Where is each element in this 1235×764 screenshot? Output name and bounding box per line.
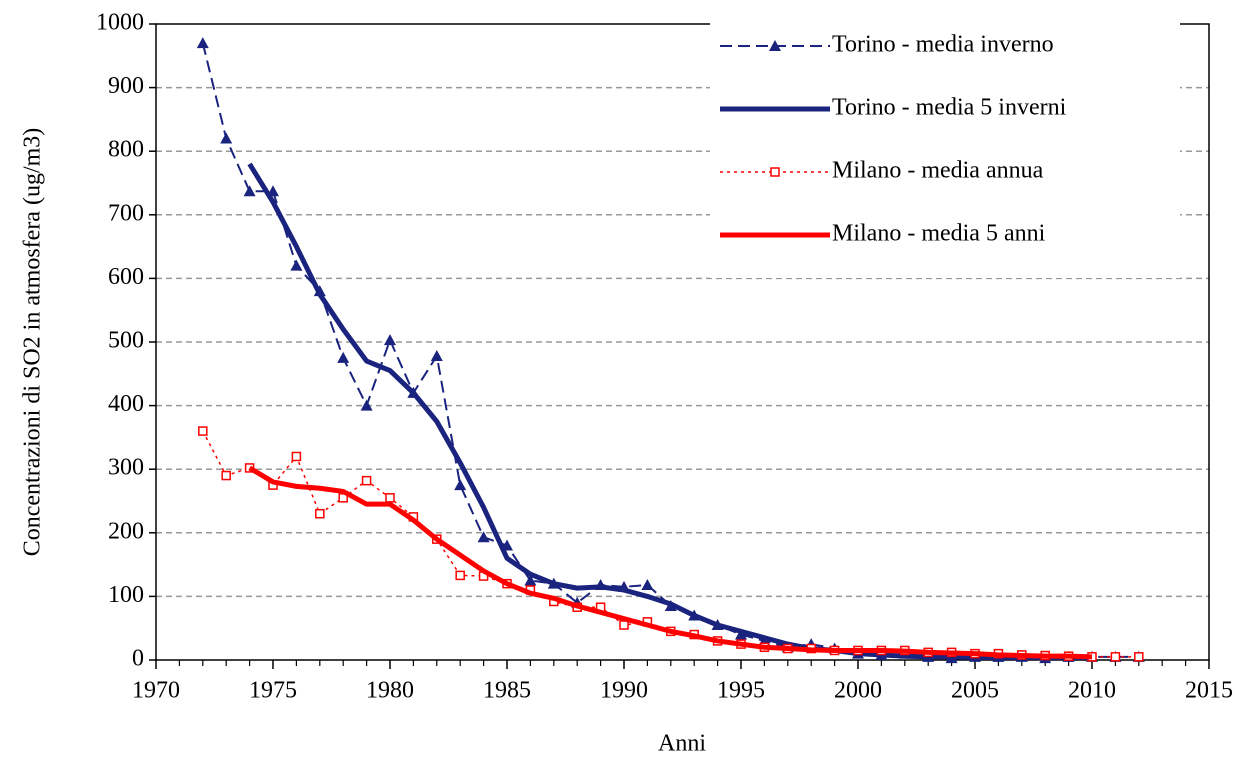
- data-point: [1110, 652, 1121, 662]
- x-tick-label: 1975: [249, 678, 297, 704]
- legend-label: Torino - media 5 inverni: [832, 95, 1067, 121]
- series-line: [202, 430, 1139, 658]
- data-point: [384, 334, 396, 346]
- x-tick-label: 1980: [366, 678, 414, 704]
- data-point: [243, 185, 256, 197]
- y-tick-label: 200: [108, 518, 144, 544]
- y-tick-label: 500: [108, 328, 144, 354]
- data-point: [455, 570, 465, 581]
- x-tick-label: 1990: [600, 678, 648, 704]
- data-point: [641, 578, 654, 590]
- data-point: [198, 426, 208, 436]
- y-axis-label: Concentrazioni di SO2 in atmosfera (ug/m…: [20, 128, 46, 557]
- data-point: [619, 620, 629, 630]
- data-point: [221, 470, 231, 481]
- y-tick-label: 100: [108, 582, 144, 608]
- legend-marker: [770, 167, 780, 177]
- data-point: [360, 399, 373, 411]
- data-point: [291, 451, 302, 462]
- y-tick-label: 600: [108, 264, 144, 290]
- data-point: [220, 132, 233, 144]
- legend-label: Milano - media annua: [832, 158, 1044, 184]
- data-point: [524, 574, 537, 586]
- x-axis-label: Anni: [658, 731, 706, 757]
- y-tick-label: 900: [108, 73, 144, 99]
- x-tick-label: 1985: [483, 678, 531, 704]
- x-tick-label: 2015: [1185, 678, 1233, 704]
- x-tick-label: 1995: [717, 678, 765, 704]
- data-point: [735, 628, 747, 640]
- data-point: [454, 479, 467, 491]
- x-tick-label: 1970: [132, 678, 180, 704]
- y-tick-label: 1000: [96, 10, 144, 36]
- data-point: [290, 259, 303, 271]
- y-tick-label: 0: [132, 646, 144, 672]
- x-tick-label: 2010: [1068, 678, 1116, 704]
- x-tick-label: 2005: [951, 678, 999, 704]
- data-point: [430, 349, 443, 361]
- data-point: [361, 475, 372, 486]
- y-tick-label: 700: [108, 200, 144, 226]
- legend-marker: [769, 40, 781, 51]
- data-point: [315, 508, 325, 519]
- x-tick-label: 2000: [834, 678, 882, 704]
- legend-label: Milano - media 5 anni: [832, 221, 1046, 247]
- series-line: [248, 465, 1093, 660]
- data-point: [337, 351, 350, 363]
- y-tick-label: 300: [108, 455, 144, 481]
- y-tick-label: 400: [108, 391, 144, 417]
- plot-frame: [155, 23, 1210, 661]
- legend-label: Torino - media inverno: [832, 32, 1054, 58]
- data-point: [477, 531, 490, 543]
- data-point: [1134, 652, 1144, 662]
- data-point: [385, 493, 395, 503]
- data-point: [196, 37, 209, 49]
- y-tick-label: 800: [108, 137, 144, 163]
